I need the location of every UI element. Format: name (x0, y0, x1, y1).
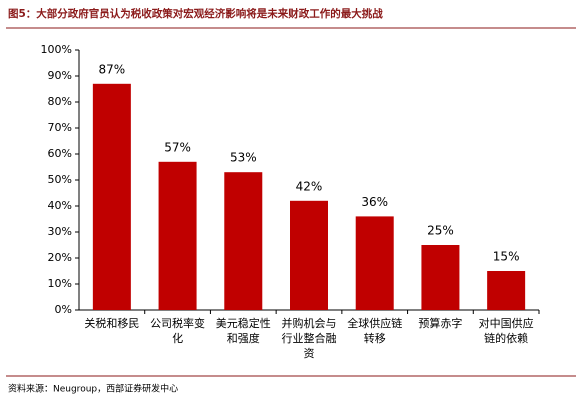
bar (92, 83, 131, 310)
value-label: 87% (99, 62, 126, 76)
bar (158, 161, 197, 310)
bar (290, 200, 328, 310)
y-tick-label: 50% (48, 173, 72, 186)
value-label: 36% (361, 195, 388, 209)
bar (224, 172, 263, 310)
bar (355, 216, 394, 310)
x-tick-label: 预算赤字 (418, 316, 462, 330)
bar (487, 271, 526, 310)
x-tick-label: 全球供应链转移 (347, 316, 402, 345)
x-tick-label: 关税和移民 (84, 316, 139, 330)
value-label: 53% (230, 151, 257, 165)
x-tick-label: 公司税率变化 (150, 316, 205, 345)
y-tick-label: 80% (48, 95, 72, 108)
value-label: 25% (427, 224, 454, 238)
value-label: 42% (296, 179, 323, 193)
y-tick-label: 70% (48, 121, 72, 134)
chart-title: 图5：大部分政府官员认为税收政策对宏观经济影响将是未来财政工作的最大挑战 (8, 7, 383, 20)
y-tick-label: 90% (48, 69, 72, 82)
y-tick-label: 30% (48, 225, 72, 238)
y-tick-label: 0% (55, 303, 72, 316)
x-tick-label: 美元稳定性和强度 (216, 316, 271, 345)
x-tick-label: 对中国供应链的依赖 (479, 316, 534, 345)
y-tick-label: 20% (48, 251, 72, 264)
value-label: 57% (164, 140, 191, 154)
y-tick-label: 100% (41, 43, 72, 56)
value-label: 15% (493, 250, 520, 264)
y-tick-label: 60% (48, 147, 72, 160)
y-tick-label: 10% (48, 277, 72, 290)
x-tick-label: 并购机会与行业整合融资 (282, 316, 337, 360)
source-note: 资料来源：Neugroup，西部证券研发中心 (8, 383, 178, 395)
y-tick-label: 40% (48, 199, 72, 212)
bar (421, 245, 460, 310)
